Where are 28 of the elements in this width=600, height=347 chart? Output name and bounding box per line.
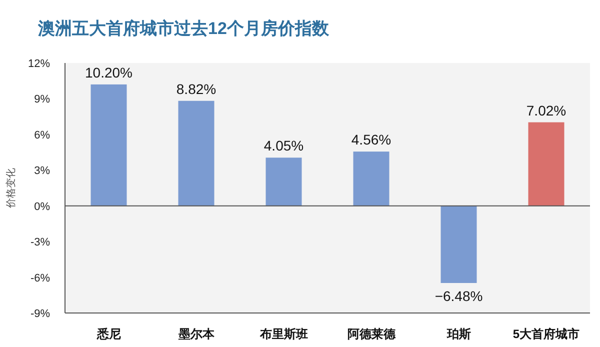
x-tick-label: 5大首府城市 <box>512 327 580 341</box>
y-tick-label: -3% <box>30 236 50 249</box>
bar <box>178 100 214 206</box>
y-tick-label: 0% <box>34 200 50 213</box>
y-axis-title: 价格变化 <box>5 168 17 209</box>
chart-title: 澳洲五大首府城市过去12个月房价指数 <box>37 19 330 38</box>
data-label: 10.20% <box>85 64 132 80</box>
data-label: 4.56% <box>351 132 392 148</box>
y-tick-label: -6% <box>30 272 50 284</box>
y-tick-label: 9% <box>34 94 50 106</box>
data-label: 8.82% <box>176 80 216 97</box>
x-tick-label: 悉尼 <box>96 327 121 341</box>
data-label: −6.48% <box>434 288 483 304</box>
x-tick-label: 墨尔本 <box>177 327 216 341</box>
bar <box>440 206 477 283</box>
y-tick-label: -9% <box>30 308 50 320</box>
data-label: 4.05% <box>264 138 304 154</box>
y-tick-label: 3% <box>34 165 50 178</box>
y-tick-label: 12% <box>28 58 50 70</box>
x-tick-label: 阿德莱德 <box>347 327 396 341</box>
x-tick-label: 珀斯 <box>446 327 471 341</box>
bar <box>266 158 302 206</box>
x-tick-label: 布里斯班 <box>258 327 308 341</box>
data-label: 7.02% <box>526 102 566 118</box>
bar <box>528 122 564 206</box>
bar <box>353 152 390 206</box>
y-tick-label: 6% <box>34 129 50 142</box>
bar <box>90 84 127 206</box>
